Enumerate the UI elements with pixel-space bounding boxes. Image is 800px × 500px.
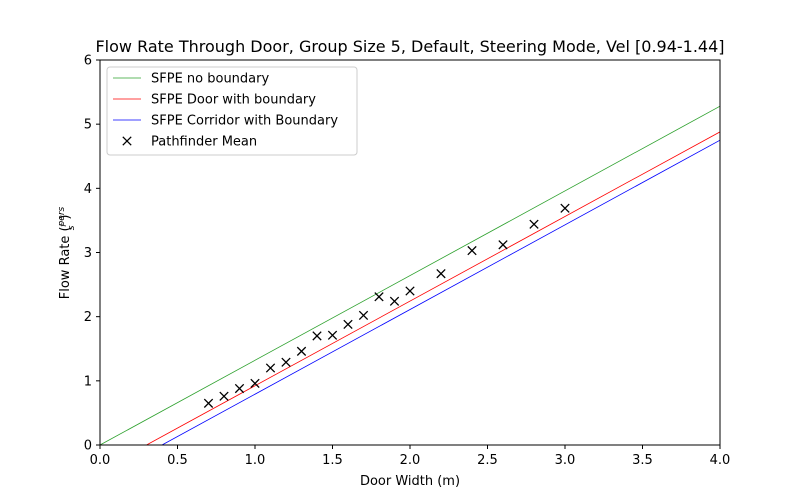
legend-label: SFPE Door with boundary (151, 93, 316, 108)
series-line-0 (100, 105, 720, 445)
legend-swatch (122, 136, 132, 146)
data-point (234, 383, 245, 394)
x-tick-label: 2.0 (400, 453, 421, 468)
series-line-2 (161, 139, 720, 445)
x-tick-label: 1.0 (245, 453, 266, 468)
data-point (405, 286, 415, 296)
legend-label: Pathfinder Mean (151, 135, 257, 150)
data-point (281, 357, 291, 367)
x-tick-label: 0.0 (90, 453, 111, 468)
x-tick-label: 2.5 (477, 453, 498, 468)
y-axis-label-suffix: ) (58, 214, 73, 219)
legend: SFPE no boundary SFPE Door with boundary S… (106, 66, 358, 156)
x-axis: 0.0 0.5 1.0 1.5 2.0 2.5 3.0 3.5 4.0 (90, 445, 731, 468)
y-tick-label: 5 (84, 118, 92, 133)
legend-item: SFPE Corridor with Boundary (113, 114, 338, 129)
legend-item: SFPE no boundary (113, 72, 269, 87)
y-axis: 0 1 2 3 4 5 6 (84, 54, 100, 454)
y-tick-label: 3 (84, 246, 92, 261)
data-point (327, 330, 338, 340)
data-point (560, 203, 570, 213)
legend-item: Pathfinder Mean (122, 135, 257, 150)
y-axis-label-numerator: pers (57, 206, 67, 227)
data-point (436, 269, 446, 279)
legend-label: SFPE no boundary (151, 72, 269, 87)
data-point (343, 319, 353, 330)
data-point (312, 331, 322, 341)
data-point (265, 363, 276, 373)
legend-label: SFPE Corridor with Boundary (151, 114, 338, 129)
x-axis-label: Door Width (m) (360, 474, 460, 489)
legend-box (106, 66, 358, 156)
data-point (358, 310, 369, 321)
data-point (389, 296, 400, 306)
data-point (250, 378, 260, 389)
series-line-1 (146, 131, 720, 445)
x-tick-label: 4.0 (710, 453, 731, 468)
x-tick-label: 1.5 (322, 453, 343, 468)
x-tick-label: 0.5 (167, 453, 188, 468)
y-axis-label: Flow Rate (pers–s) (57, 206, 77, 299)
y-axis-label-prefix: Flow Rate ( (58, 226, 73, 299)
x-tick-label: 3.5 (632, 453, 653, 468)
data-point (529, 219, 539, 229)
data-point (296, 346, 307, 356)
y-tick-label: 0 (84, 439, 92, 454)
y-axis-label-fraction-bar: – (57, 222, 67, 227)
y-tick-label: 6 (84, 54, 92, 69)
y-tick-label: 2 (84, 310, 92, 325)
y-axis-label-denominator: s (67, 225, 77, 230)
data-point (498, 240, 508, 250)
y-tick-label: 4 (84, 182, 92, 197)
y-tick-label: 1 (84, 374, 92, 389)
data-point (374, 292, 384, 302)
chart-title: Flow Rate Through Door, Group Size 5, De… (95, 37, 724, 56)
series-layer (100, 105, 720, 445)
data-point (467, 245, 477, 256)
marker-layer (203, 203, 570, 408)
data-point (219, 391, 229, 401)
data-point (203, 398, 214, 408)
x-tick-label: 3.0 (555, 453, 576, 468)
legend-item: SFPE Door with boundary (113, 93, 316, 108)
svg-text:Flow Rate (pers–s): Flow Rate (pers–s) (57, 206, 77, 299)
